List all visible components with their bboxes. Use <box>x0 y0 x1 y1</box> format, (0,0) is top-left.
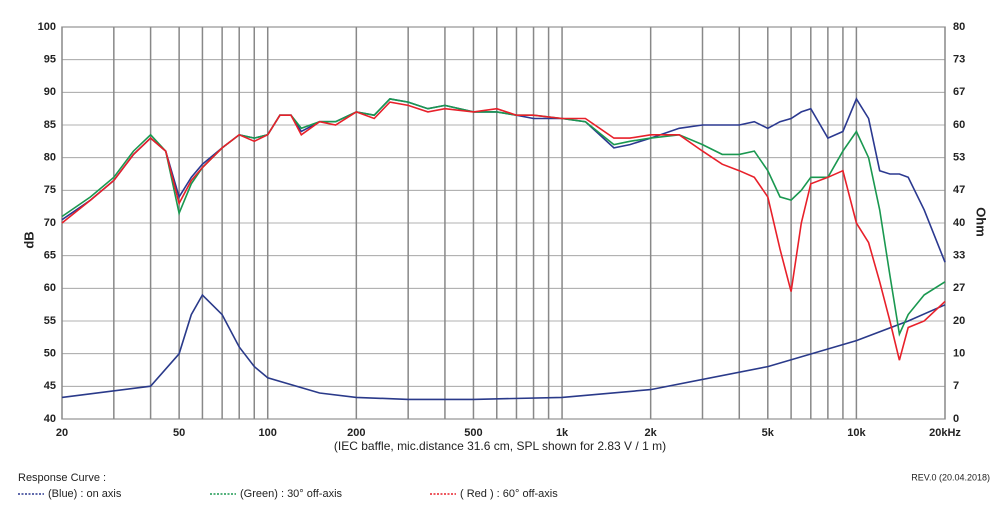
x-tick-label: 200 <box>347 427 365 439</box>
y2-tick-label: 47 <box>953 184 965 196</box>
y-tick-label: 75 <box>44 184 56 196</box>
y-tick-label: 85 <box>44 119 56 131</box>
y2-tick-label: 40 <box>953 217 965 229</box>
y2-tick-label: 53 <box>953 152 965 164</box>
x-tick-label: 5k <box>762 427 775 439</box>
legend-title: Response Curve : <box>18 472 106 484</box>
x-tick-label: 20kHz <box>929 427 961 439</box>
y2-tick-label: 10 <box>953 348 965 360</box>
y-axis-label: dB <box>21 231 36 248</box>
response-curve <box>61 101 946 361</box>
y2-axis-label: Ohm <box>974 207 989 237</box>
y2-tick-label: 0 <box>953 413 959 425</box>
y-tick-label: 40 <box>44 413 56 425</box>
x-tick-label: 20 <box>56 427 68 439</box>
y-tick-label: 45 <box>44 380 56 392</box>
y-tick-label: 65 <box>44 250 56 262</box>
x-tick-label: 10k <box>847 427 866 439</box>
y2-tick-label: 20 <box>953 315 965 327</box>
y-tick-label: 95 <box>44 54 56 66</box>
x-tick-label: 1k <box>556 427 569 439</box>
y-tick-label: 50 <box>44 348 56 360</box>
y-tick-label: 100 <box>38 21 56 33</box>
legend-entry: ( Red ) : 60° off-axis <box>460 488 558 500</box>
y2-tick-label: 33 <box>953 250 965 262</box>
x-tick-label: 100 <box>259 427 277 439</box>
x-tick-label: 50 <box>173 427 185 439</box>
y2-tick-label: 60 <box>953 119 965 131</box>
y2-tick-label: 80 <box>953 21 965 33</box>
y2-tick-label: 67 <box>953 86 965 98</box>
y-tick-label: 90 <box>44 86 56 98</box>
revision-note: REV.0 (20.04.2018) <box>911 472 990 482</box>
y-tick-label: 70 <box>44 217 56 229</box>
impedance-curve <box>61 293 946 401</box>
y2-tick-label: 27 <box>953 282 965 294</box>
legend-entry: (Blue) : on axis <box>48 488 122 500</box>
y-tick-label: 55 <box>44 315 56 327</box>
x-tick-label: 500 <box>464 427 482 439</box>
y2-tick-label: 73 <box>953 54 965 66</box>
y2-tick-label: 7 <box>953 380 959 392</box>
y-tick-label: 60 <box>44 282 56 294</box>
x-tick-label: 2k <box>645 427 658 439</box>
x-axis-label: (IEC baffle, mic.distance 31.6 cm, SPL s… <box>334 439 666 453</box>
legend-entry: (Green) : 30° off-axis <box>240 488 343 500</box>
y-tick-label: 80 <box>44 152 56 164</box>
